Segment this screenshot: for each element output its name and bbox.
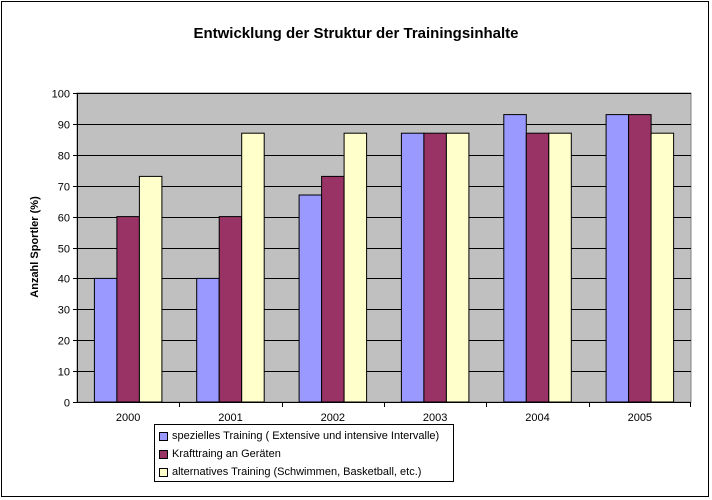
bar-3-2000 (138, 175, 163, 403)
y-tick-label: 10 (58, 367, 70, 379)
legend-label-series-2: Krafttraing an Geräten (172, 448, 281, 460)
bar-3-2004 (548, 132, 572, 403)
x-tick-label: 2002 (321, 412, 345, 424)
y-tick-label: 70 (58, 182, 70, 194)
x-tick-label: 2004 (525, 412, 549, 424)
x-tick-label: 2001 (218, 412, 242, 424)
y-tick-label: 50 (58, 244, 70, 256)
x-tick-label: 2000 (116, 412, 140, 424)
y-tick-label: 90 (58, 120, 70, 132)
bar-1-2000 (93, 277, 118, 403)
bar-2-2002 (321, 175, 345, 403)
legend-item: Krafttraing an Geräten (159, 445, 453, 463)
legend-item: alternatives Training (Schwimmen, Basket… (159, 463, 453, 481)
bar-3-2005 (650, 132, 675, 403)
y-tick-label: 40 (58, 274, 70, 286)
legend-label-series-3: alternatives Training (Schwimmen, Basket… (172, 466, 422, 478)
legend-item: spezielles Training ( Extensive und inte… (159, 427, 453, 445)
bar-2-2003 (423, 132, 447, 403)
y-tick-label: 0 (64, 398, 70, 410)
bar-2-2004 (525, 132, 550, 403)
bar-2-2005 (628, 114, 652, 403)
legend-swatch-series-3 (159, 467, 168, 477)
y-axis-label: Anzahl Sportler (%) (29, 196, 41, 298)
legend-swatch-series-2 (159, 449, 168, 459)
bar-3-2003 (445, 132, 470, 403)
legend-swatch-series-1 (159, 431, 168, 441)
bar-3-2001 (241, 132, 265, 403)
chart-title: Entwicklung der Struktur der Trainingsin… (193, 25, 518, 42)
bar-1-2004 (503, 114, 527, 403)
legend-label-series-1: spezielles Training ( Extensive und inte… (172, 430, 440, 442)
bar-1-2003 (400, 132, 425, 403)
bar-1-2005 (605, 114, 630, 403)
legend: spezielles Training ( Extensive und inte… (154, 424, 454, 482)
bar-3-2002 (343, 132, 368, 403)
bar-2-2001 (218, 216, 243, 403)
y-tick-label: 80 (58, 151, 70, 163)
y-tick-label: 60 (58, 213, 70, 225)
bar-1-2001 (196, 277, 220, 403)
y-tick-label: 20 (58, 336, 70, 348)
plot-area (76, 92, 692, 403)
y-tick-label: 30 (58, 305, 70, 317)
bar-1-2002 (298, 194, 323, 403)
y-tick-label: 100 (52, 89, 70, 101)
x-tick-label: 2005 (628, 412, 652, 424)
x-tick-label: 2003 (423, 412, 447, 424)
bar-2-2000 (116, 216, 140, 403)
